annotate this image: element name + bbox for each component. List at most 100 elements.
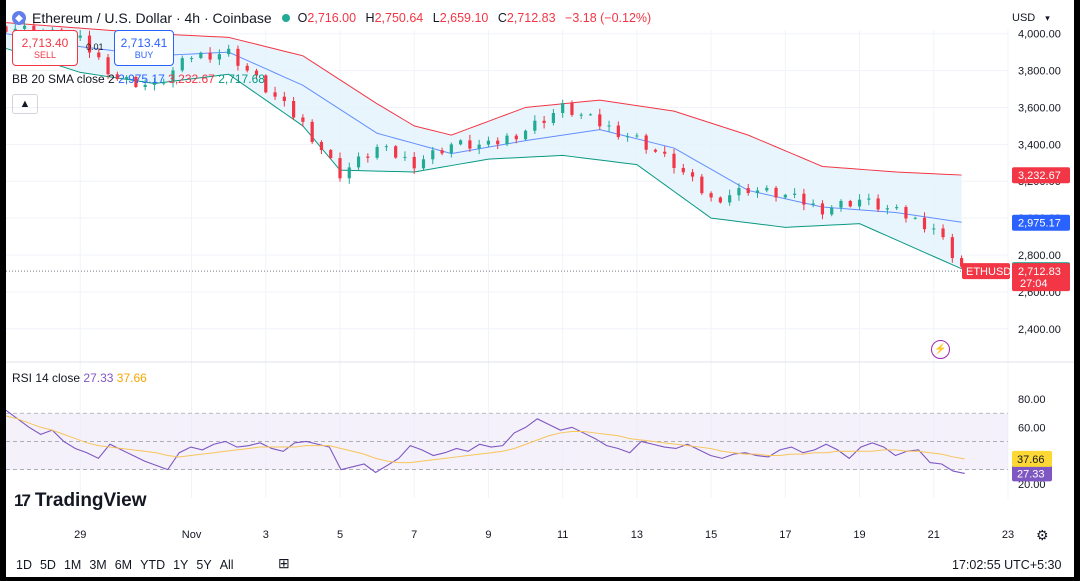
ohlc-values: O2,716.00 H2,750.64 L2,659.10 C2,712.83 … bbox=[297, 11, 652, 25]
candle-body bbox=[217, 54, 221, 60]
market-status-dot bbox=[281, 14, 290, 22]
range-6m[interactable]: 6M bbox=[114, 558, 133, 572]
clock-timezone[interactable]: 17:02:55 UTC+5:30 bbox=[952, 558, 1062, 572]
bb-legend[interactable]: BB 20 SMA close 2 2,975.17 3,232.67 2,71… bbox=[12, 72, 265, 86]
chevron-up-icon[interactable]: ▲ bbox=[12, 94, 38, 114]
candle-body bbox=[468, 140, 472, 149]
candle-body bbox=[347, 167, 351, 179]
price-tick-label: 3,400.00 bbox=[1018, 139, 1061, 151]
candle-body bbox=[162, 82, 166, 84]
candle-body bbox=[839, 200, 843, 208]
date-tick-label: 15 bbox=[705, 529, 717, 541]
bb-upper-value: 3,232.67 bbox=[168, 72, 215, 86]
candle-body bbox=[811, 203, 815, 205]
candle-body bbox=[514, 135, 518, 140]
range-1m[interactable]: 1M bbox=[63, 558, 82, 572]
candle-body bbox=[459, 140, 463, 145]
candle-body bbox=[254, 70, 259, 76]
candle-body bbox=[551, 112, 555, 123]
candle-body bbox=[125, 76, 129, 80]
gear-icon[interactable]: ⚙ bbox=[1036, 527, 1049, 543]
candle-body bbox=[607, 125, 611, 127]
date-tick-label: 7 bbox=[411, 529, 417, 541]
tradingview-logo[interactable]: 17 TradingView bbox=[14, 490, 147, 512]
symbol-title[interactable]: Ethereum / U.S. Dollar · 4h · Coinbase bbox=[32, 10, 272, 26]
candle-body bbox=[533, 120, 537, 131]
sell-price: 2,713.40 bbox=[21, 36, 69, 50]
candle-body bbox=[950, 237, 954, 259]
candle-body bbox=[765, 187, 769, 191]
date-tick-label: 19 bbox=[853, 529, 865, 541]
buy-button[interactable]: 2,713.41 BUY bbox=[114, 30, 174, 66]
range-1y[interactable]: 1Y bbox=[173, 558, 189, 572]
range-5y[interactable]: 5Y bbox=[196, 558, 212, 572]
range-1d[interactable]: 1D bbox=[16, 558, 32, 572]
symbol-header[interactable]: ◆ Ethereum / U.S. Dollar · 4h · Coinbase… bbox=[12, 8, 651, 28]
candle-body bbox=[143, 84, 147, 87]
candle-body bbox=[449, 144, 453, 154]
candle-body bbox=[635, 135, 639, 137]
date-tick-label: 13 bbox=[631, 529, 643, 541]
candle-body bbox=[477, 144, 481, 149]
candle-body bbox=[292, 101, 296, 118]
candle-body bbox=[421, 159, 426, 169]
candle-body bbox=[885, 208, 889, 210]
price-axis-badge-text: 2,712.83 bbox=[1018, 266, 1061, 278]
candle-body bbox=[356, 156, 361, 168]
rsi-tick-label: 80.00 bbox=[1018, 394, 1046, 406]
price-tick-label: 3,800.00 bbox=[1018, 66, 1061, 78]
currency-value: USD bbox=[1012, 12, 1036, 24]
calendar-icon[interactable]: ⊞ bbox=[278, 555, 290, 571]
sell-button[interactable]: 2,713.40 SELL bbox=[12, 30, 78, 66]
tradingview-wordmark: TradingView bbox=[34, 490, 147, 511]
rsi-legend[interactable]: RSI 14 close 27.33 37.66 bbox=[12, 371, 147, 385]
candle-body bbox=[672, 153, 676, 168]
candle-body bbox=[375, 146, 379, 158]
candle-body bbox=[4, 26, 8, 32]
candle-body bbox=[115, 74, 119, 80]
candle-body bbox=[152, 82, 157, 85]
rsi-label: RSI 14 close bbox=[12, 371, 81, 385]
rsi-line bbox=[5, 409, 965, 474]
candle-body bbox=[718, 197, 722, 203]
date-tick-label: 23 bbox=[1002, 529, 1014, 541]
lightning-icon[interactable]: ⚡ bbox=[931, 340, 950, 359]
buy-label: BUY bbox=[134, 50, 154, 60]
rsi-value: 27.33 bbox=[83, 371, 114, 385]
bb-label: BB 20 SMA close 2 bbox=[12, 72, 115, 86]
range-3m[interactable]: 3M bbox=[89, 558, 107, 572]
candle-body bbox=[700, 176, 704, 194]
candle-body bbox=[431, 150, 435, 160]
rsi-ma-line bbox=[5, 415, 965, 464]
chevron-down-icon: ▾ bbox=[1045, 12, 1050, 23]
rsi-axis-badge bbox=[1012, 465, 1052, 482]
candle-body bbox=[857, 199, 862, 207]
candle-body bbox=[264, 75, 268, 93]
currency-selector[interactable]: USD ▾ bbox=[1004, 8, 1062, 28]
candle-body bbox=[579, 114, 583, 116]
candle-body bbox=[227, 48, 231, 55]
bb-lower-line bbox=[5, 47, 962, 270]
candle-body bbox=[301, 117, 305, 122]
candle-body bbox=[588, 114, 593, 116]
candle-body bbox=[496, 140, 500, 145]
rsi-tick-label: 20.00 bbox=[1018, 479, 1046, 491]
candle-body bbox=[394, 146, 398, 158]
candle-body bbox=[505, 135, 509, 145]
range-all[interactable]: All bbox=[219, 558, 234, 572]
bb-fill-area bbox=[6, 22, 962, 269]
candle-body bbox=[486, 140, 491, 145]
candle-body bbox=[960, 258, 964, 267]
range-5d[interactable]: 5D bbox=[39, 558, 56, 572]
candle-body bbox=[236, 48, 240, 66]
open-value: 2,716.00 bbox=[307, 11, 357, 25]
range-selector: 1D 5D 1M 3M 6M YTD 1Y 5Y All bbox=[16, 558, 234, 572]
candle-body bbox=[87, 35, 92, 53]
candle-body bbox=[653, 149, 658, 152]
range-ytd[interactable]: YTD bbox=[140, 558, 166, 572]
rsi-ma-axis-badge-text: 37.66 bbox=[1017, 454, 1045, 466]
candle-body bbox=[904, 207, 908, 219]
bb-lower-value: 2,717.68 bbox=[218, 72, 265, 86]
price-axis-badge-text: 3,232.67 bbox=[1018, 170, 1061, 182]
